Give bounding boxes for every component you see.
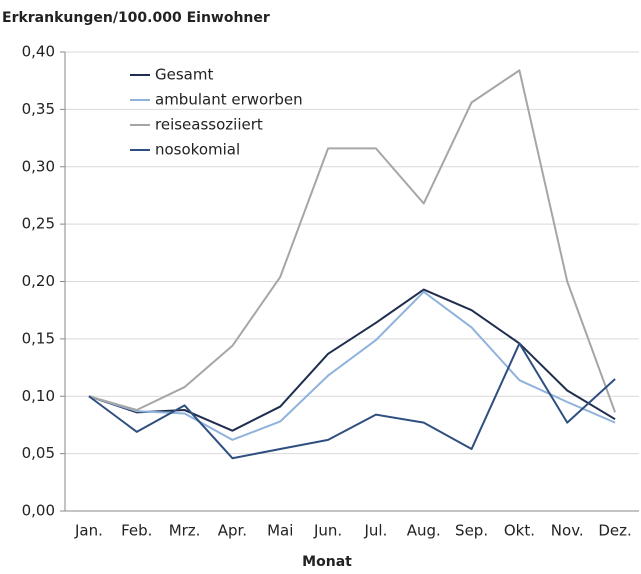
- x-tick-label: Jul.: [363, 522, 387, 540]
- legend-label: ambulant erworben: [155, 91, 303, 109]
- x-tick-label: Jun.: [313, 522, 342, 540]
- y-tick-label: 0,10: [22, 387, 55, 405]
- x-tick-label: Dez.: [598, 522, 631, 540]
- x-tick-label: Apr.: [218, 522, 247, 540]
- y-tick-label: 0,35: [22, 100, 55, 118]
- y-tick-label: 0,20: [22, 272, 55, 290]
- series-line: [88, 69, 617, 413]
- x-tick-label: Jan.: [74, 522, 103, 540]
- x-tick-label: Sep.: [455, 522, 488, 540]
- x-tick-label: Aug.: [407, 522, 441, 540]
- x-tick-label: Okt.: [504, 522, 535, 540]
- legend-label: Gesamt: [155, 66, 213, 84]
- y-tick-label: 0,30: [22, 157, 55, 175]
- y-tick-label: 0,15: [22, 329, 55, 347]
- x-axis-label: Monat: [302, 554, 352, 570]
- series-line: [88, 342, 616, 460]
- legend-label: reiseassoziiert: [155, 116, 263, 134]
- y-axis-label: Erkrankungen/100.000 Einwohner: [2, 10, 270, 26]
- x-tick-label: Mrz.: [169, 522, 201, 540]
- y-tick-label: 0,05: [22, 444, 55, 462]
- x-tick-label: Nov.: [551, 522, 584, 540]
- series-line: [88, 290, 616, 441]
- series-line: [88, 288, 616, 432]
- y-tick-label: 0,25: [22, 215, 55, 233]
- x-tick-label: Feb.: [121, 522, 152, 540]
- y-tick-label: 0,00: [22, 502, 55, 520]
- y-tick-label: 0,40: [22, 43, 55, 61]
- legend-label: nosokomial: [155, 141, 240, 159]
- x-tick-label: Mai: [267, 522, 293, 540]
